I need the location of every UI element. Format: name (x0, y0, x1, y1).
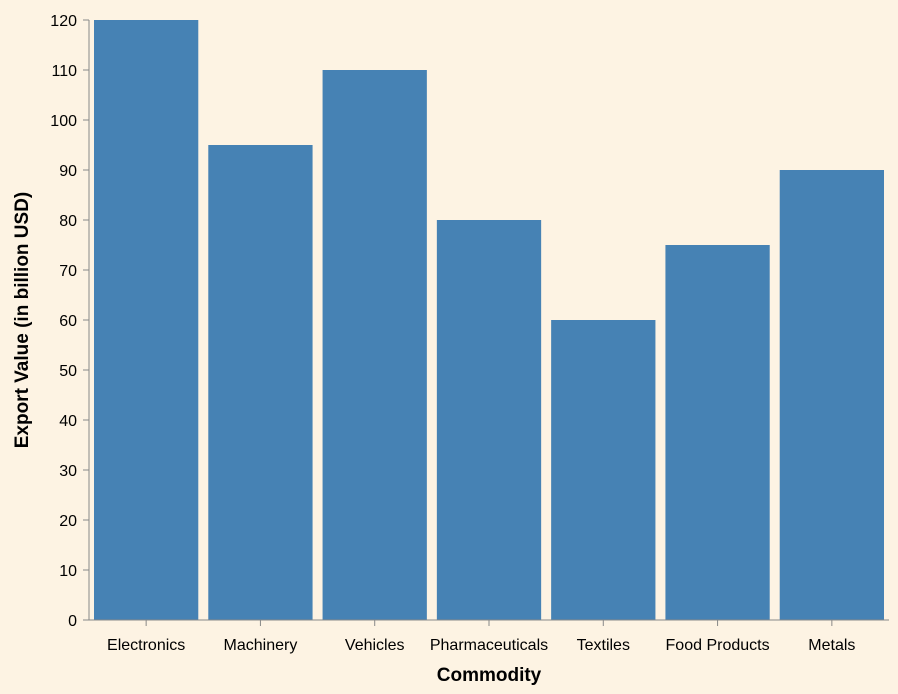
bar-machinery (208, 145, 313, 620)
bars-group (94, 20, 884, 620)
bar-textiles (551, 320, 656, 620)
y-tick-label: 10 (59, 563, 77, 580)
x-tick-label: Pharmaceuticals (430, 637, 548, 654)
x-axis-title: Commodity (437, 665, 542, 686)
y-tick-label: 110 (51, 63, 77, 80)
x-tick-label: Food Products (666, 637, 770, 654)
bar-metals (779, 170, 884, 620)
x-axis: Electronics Machinery Vehicles Pharmaceutic… (89, 619, 889, 654)
y-tick-label: 0 (68, 613, 77, 630)
y-tick-label: 70 (59, 263, 77, 280)
x-tick-label: Textiles (577, 637, 630, 654)
y-tick-label: 80 (59, 213, 77, 230)
y-tick-label: 30 (59, 463, 77, 480)
y-tick-label: 40 (59, 413, 77, 430)
bar-vehicles (322, 70, 427, 620)
x-tick-label: Machinery (224, 637, 298, 654)
x-tick-label: Metals (808, 637, 855, 654)
x-tick-label: Vehicles (345, 637, 405, 654)
y-tick-label: 100 (50, 113, 77, 130)
y-axis: 0 10 20 30 40 50 60 70 80 90 100 110 120 (50, 13, 90, 630)
x-tick-label: Electronics (107, 637, 185, 654)
y-tick-label: 60 (59, 313, 77, 330)
bar-pharmaceuticals (436, 220, 542, 620)
bar-food-products (665, 245, 770, 620)
y-axis-title: Export Value (in billion USD) (12, 192, 33, 449)
y-tick-label: 20 (59, 513, 77, 530)
y-tick-label: 90 (59, 163, 77, 180)
bar-electronics (94, 20, 199, 620)
y-tick-label: 50 (59, 363, 77, 380)
y-tick-label: 120 (50, 13, 77, 30)
